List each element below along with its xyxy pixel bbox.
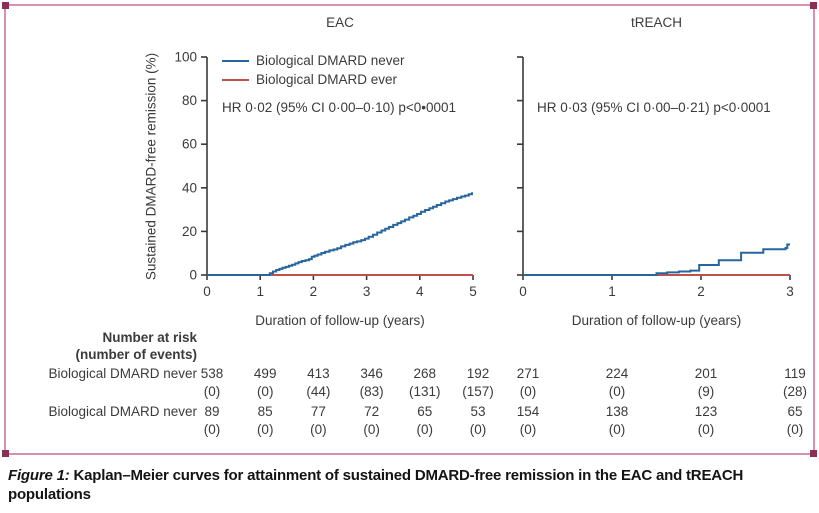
y-tick-label: 0 [189, 268, 197, 283]
risk-cell-n: 154 [516, 404, 540, 419]
risk-cell-events: (0) [310, 422, 327, 437]
km-curve-never [207, 192, 473, 276]
frame-corner-bottom-right [810, 450, 817, 457]
risk-cell-events: (131) [409, 384, 441, 399]
x-tick-label: 1 [608, 284, 616, 299]
legend-item-ever: Biological DMARD ever [222, 70, 405, 89]
frame-corner-bottom-left [2, 450, 9, 457]
risk-cell-events: (0) [256, 422, 274, 437]
risk-row-label: Biological DMARD never [48, 404, 197, 419]
risk-cell-n: 538 [200, 366, 224, 381]
risk-table-header: Number at risk (number of events) [10, 329, 197, 363]
ever-line-swatch [222, 78, 249, 81]
y-tick-label: 80 [182, 93, 197, 108]
risk-cell-n: 72 [364, 404, 380, 419]
frame-corner-top-right [810, 2, 817, 9]
risk-cell-events: (0) [519, 422, 537, 437]
risk-cell-events: (0) [608, 384, 626, 399]
x-tick-label: 0 [203, 284, 211, 299]
risk-cell-n: 65 [417, 404, 433, 419]
risk-cell-events: (0) [416, 422, 434, 437]
risk-header-line1: Number at risk [102, 330, 197, 345]
hr-annotation-treach: HR 0·03 (95% CI 0·00–0·21) p<0·0001 [537, 100, 771, 115]
risk-cell-events: (0) [469, 422, 487, 437]
risk-cell-events: (0) [203, 384, 221, 399]
caption-text: Kaplan–Meier curves for attainment of su… [8, 467, 744, 503]
x-tick-label: 4 [416, 284, 424, 299]
x-tick-label: 0 [519, 284, 527, 299]
risk-cell-n: 224 [605, 366, 629, 381]
risk-cell-events: (0) [608, 422, 626, 437]
x-tick-label: 2 [310, 284, 318, 299]
x-tick-label: 1 [256, 284, 264, 299]
frame-corner-top-left [2, 2, 9, 9]
legend-label-never: Biological DMARD never [256, 53, 405, 68]
risk-cell-events: (0) [519, 384, 537, 399]
risk-cell-n: 65 [787, 404, 803, 419]
risk-cell-n: 413 [307, 366, 330, 381]
x-tick-label: 5 [469, 284, 477, 299]
risk-cell-events: (0) [697, 422, 715, 437]
risk-cell-n: 85 [257, 404, 273, 419]
risk-cell-n: 201 [694, 366, 718, 381]
risk-cell-events: (28) [782, 384, 807, 399]
risk-cell-events: (157) [462, 384, 494, 399]
legend-item-never: Biological DMARD never [222, 51, 405, 70]
y-tick-label: 60 [182, 137, 197, 152]
panel-title-eac: EAC [326, 15, 354, 30]
x-tick-label: 2 [697, 284, 705, 299]
risk-cell-events: (44) [306, 384, 331, 399]
x-tick-label: 3 [363, 284, 371, 299]
caption-prefix: Figure 1: [8, 467, 70, 484]
risk-cell-events: (0) [203, 422, 221, 437]
risk-cell-events: (83) [359, 384, 384, 399]
risk-cell-n: 89 [204, 404, 220, 419]
risk-cell-n: 271 [516, 366, 540, 381]
figure-frame [4, 4, 815, 455]
y-tick-label: 100 [174, 50, 197, 65]
legend-label-ever: Biological DMARD ever [256, 72, 398, 87]
x-tick-label: 3 [786, 284, 794, 299]
risk-cell-n: 346 [360, 366, 383, 381]
risk-cell-events: (0) [363, 422, 380, 437]
risk-cell-events: (0) [256, 384, 274, 399]
panel-title-treach: tREACH [630, 15, 682, 30]
figure-caption: Figure 1: Kaplan–Meier curves for attain… [8, 466, 776, 504]
risk-row-label: Biological DMARD never [48, 366, 197, 381]
risk-cell-n: 77 [310, 404, 326, 419]
never-line-swatch [222, 59, 249, 62]
y-tick-label: 20 [182, 224, 197, 239]
risk-cell-events: (9) [697, 384, 715, 399]
risk-cell-n: 268 [413, 366, 437, 381]
risk-cell-n: 192 [466, 366, 490, 381]
x-axis-label-eac: Duration of follow-up (years) [255, 313, 425, 328]
risk-cell-events: (0) [786, 422, 804, 437]
y-tick-label: 40 [182, 180, 197, 195]
km-curve-never [523, 243, 790, 276]
risk-header-line2: (number of events) [75, 347, 197, 362]
risk-cell-n: 123 [694, 404, 718, 419]
risk-cell-n: 499 [253, 366, 277, 381]
x-axis-label-treach: Duration of follow-up (years) [571, 313, 742, 328]
risk-cell-n: 53 [470, 404, 486, 419]
risk-cell-n: 119 [784, 366, 806, 381]
risk-cell-n: 138 [605, 404, 629, 419]
hr-annotation-eac: HR 0·02 (95% CI 0·00–0·10) p<0•0001 [222, 100, 456, 115]
legend: Biological DMARD never Biological DMARD … [222, 51, 405, 89]
